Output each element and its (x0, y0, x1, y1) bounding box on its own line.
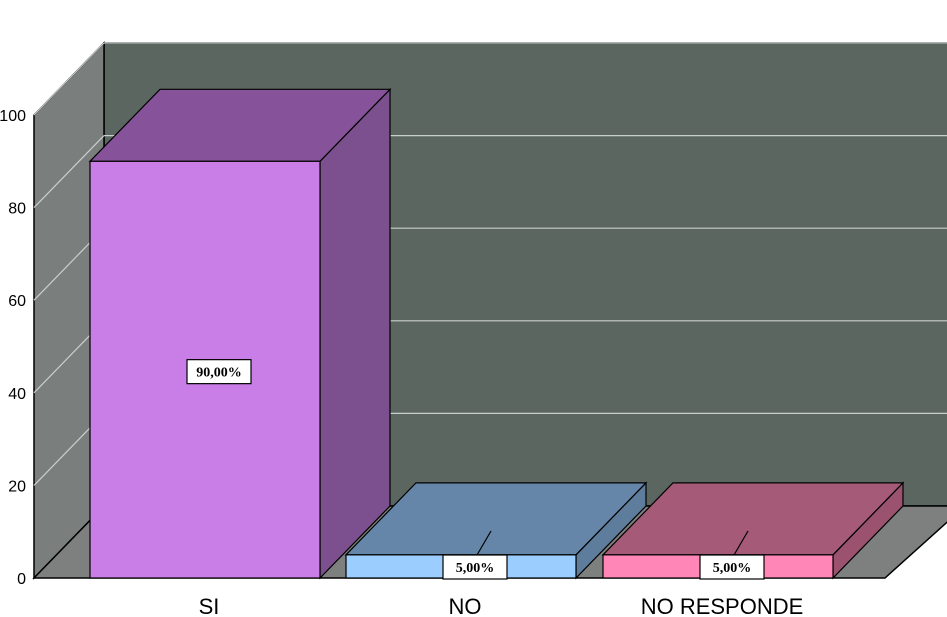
x-category-label: NO (449, 594, 482, 617)
data-label: 5,00% (456, 561, 495, 576)
x-category-label: SI (199, 594, 220, 617)
y-tick-label: 100 (0, 108, 26, 125)
y-tick-label: 0 (17, 571, 26, 588)
x-category-label: NO RESPONDE (641, 594, 804, 617)
data-label-box (186, 359, 252, 385)
bar: 5,00% (601, 481, 905, 580)
bar: 90,00% (88, 87, 392, 580)
data-label-box (442, 554, 508, 580)
data-label-leader (476, 530, 492, 556)
x-axis-category-labels: SI NO NO RESPONDE (199, 594, 804, 617)
bar: 5,00% (344, 481, 648, 580)
gridline-side (33, 42, 105, 116)
y-axis-tick-labels: 0 20 40 60 80 100 (0, 108, 26, 588)
data-label: 90,00% (196, 366, 242, 381)
data-label-box (699, 554, 765, 580)
y-tick-label: 60 (8, 293, 26, 310)
y-tick-label: 80 (8, 201, 26, 218)
y-tick-label: 20 (8, 478, 26, 495)
data-label-leader (733, 530, 749, 556)
bars: 90,00% 5,00% 5,00% (88, 87, 905, 580)
gridline-side (33, 135, 105, 209)
y-tick-label: 40 (8, 386, 26, 403)
bar-side (319, 87, 391, 580)
data-label: 5,00% (713, 561, 752, 576)
